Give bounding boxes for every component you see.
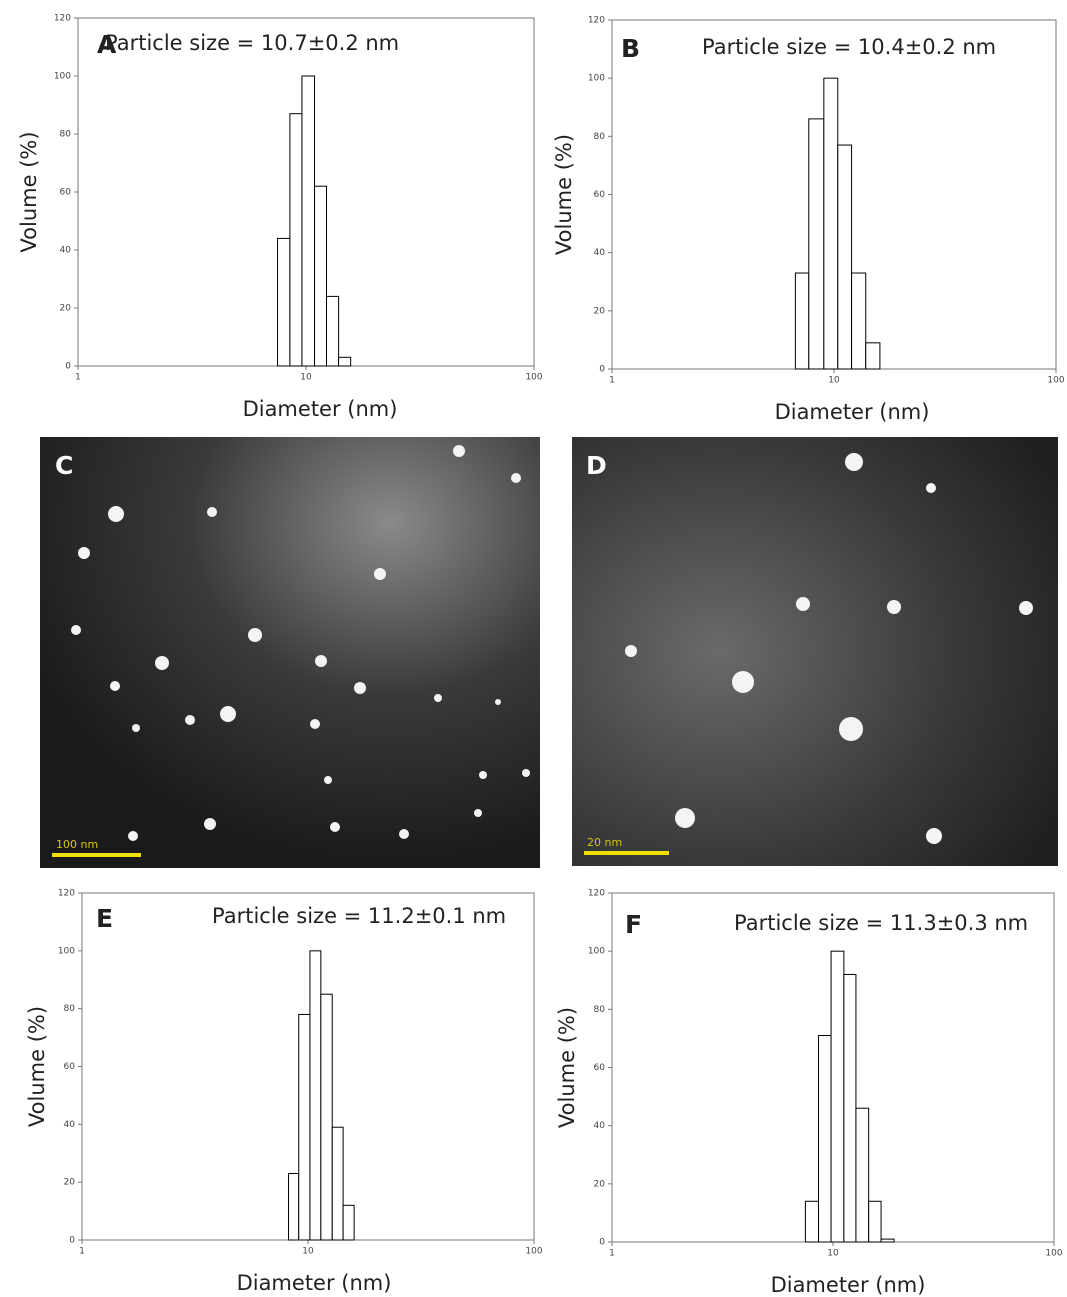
bar xyxy=(804,1200,820,1243)
y-tick-label: 60 xyxy=(60,188,72,198)
bar xyxy=(855,1107,870,1243)
scale-bar-label: 20 nm xyxy=(587,836,622,849)
y-tick-label: 0 xyxy=(65,362,71,372)
y-axis-label: Volume (%) xyxy=(25,1006,49,1127)
x-tick-label: 100 xyxy=(525,1247,542,1257)
bar xyxy=(823,77,839,370)
bar xyxy=(277,237,291,367)
x-tick-label: 1 xyxy=(609,1249,615,1259)
image-background xyxy=(40,437,540,868)
y-tick-label: 80 xyxy=(60,130,72,140)
bar xyxy=(288,1172,300,1241)
x-tick-label: 1 xyxy=(75,373,81,383)
bar xyxy=(794,272,810,370)
bar xyxy=(868,1200,882,1243)
scale-bar-label: 100 nm xyxy=(56,838,98,851)
y-tick-label: 120 xyxy=(58,889,75,899)
bar xyxy=(320,993,333,1241)
y-tick-label: 60 xyxy=(594,190,606,200)
annotation: Particle size = 10.4±0.2 nm xyxy=(702,35,996,59)
y-tick-label: 100 xyxy=(588,74,605,84)
bar xyxy=(325,295,340,367)
x-axis-label: Diameter (nm) xyxy=(775,400,930,424)
y-tick-label: 120 xyxy=(588,889,605,899)
x-tick-label: 1 xyxy=(609,376,615,386)
bar xyxy=(342,1204,355,1241)
y-tick-label: 20 xyxy=(60,304,72,314)
y-tick-label: 80 xyxy=(594,1005,606,1015)
y-axis-label: Volume (%) xyxy=(552,134,576,255)
annotation: Particle size = 11.2±0.1 nm xyxy=(212,904,506,928)
y-tick-label: 60 xyxy=(594,1063,606,1073)
y-tick-label: 20 xyxy=(64,1178,76,1188)
bar xyxy=(289,113,303,367)
panel-label: D xyxy=(586,451,607,480)
y-tick-label: 80 xyxy=(594,132,606,142)
y-tick-label: 40 xyxy=(594,1121,606,1131)
bar xyxy=(818,1035,832,1243)
y-tick-label: 40 xyxy=(60,246,72,256)
x-tick-label: 10 xyxy=(302,1247,314,1257)
y-tick-label: 20 xyxy=(594,306,606,316)
x-tick-label: 10 xyxy=(828,376,840,386)
bar xyxy=(309,950,322,1241)
y-axis-label: Volume (%) xyxy=(555,1007,579,1128)
x-axis-label: Diameter (nm) xyxy=(237,1271,392,1295)
y-tick-label: 40 xyxy=(64,1120,76,1130)
x-tick-label: 100 xyxy=(1047,376,1064,386)
x-axis-label: Diameter (nm) xyxy=(243,397,398,421)
bar xyxy=(301,75,316,367)
y-tick-label: 60 xyxy=(64,1062,76,1072)
x-axis-label: Diameter (nm) xyxy=(771,1273,926,1297)
annotation: Particle size = 10.7±0.2 nm xyxy=(105,31,399,55)
y-tick-label: 100 xyxy=(588,947,605,957)
panel-label: B xyxy=(621,34,640,63)
bar xyxy=(314,185,327,367)
image-background xyxy=(572,437,1058,866)
bar xyxy=(837,144,853,370)
panel-label: C xyxy=(55,451,73,480)
y-tick-label: 80 xyxy=(64,1004,76,1014)
y-tick-label: 0 xyxy=(599,365,605,375)
panel-label: A xyxy=(97,30,117,59)
y-tick-label: 0 xyxy=(599,1238,605,1248)
x-tick-label: 100 xyxy=(525,373,542,383)
y-tick-label: 100 xyxy=(58,946,75,956)
particles xyxy=(625,453,1033,844)
annotation: Particle size = 11.3±0.3 nm xyxy=(734,911,1028,935)
bar xyxy=(830,950,845,1243)
y-tick-label: 100 xyxy=(54,72,71,82)
bar xyxy=(338,356,352,367)
bar xyxy=(808,118,825,370)
y-tick-label: 40 xyxy=(594,248,606,258)
tem-image-d: D 20 nm xyxy=(572,437,1058,866)
x-tick-label: 1 xyxy=(79,1247,85,1257)
x-tick-label: 10 xyxy=(300,373,312,383)
particles xyxy=(71,445,530,841)
x-tick-label: 100 xyxy=(1045,1249,1062,1259)
bar xyxy=(865,342,881,370)
bar xyxy=(851,272,867,370)
tem-image-c: C 100 nm xyxy=(40,437,540,868)
panel-label: F xyxy=(625,910,642,939)
y-tick-label: 20 xyxy=(594,1179,606,1189)
panel-label: E xyxy=(96,904,113,933)
bar xyxy=(298,1013,311,1241)
bar xyxy=(331,1126,344,1241)
y-tick-label: 120 xyxy=(588,16,605,26)
y-axis-label: Volume (%) xyxy=(17,131,41,252)
y-tick-label: 120 xyxy=(54,14,71,24)
y-tick-label: 0 xyxy=(69,1236,75,1246)
bar xyxy=(880,1238,895,1243)
bar xyxy=(843,973,857,1243)
x-tick-label: 10 xyxy=(827,1249,839,1259)
